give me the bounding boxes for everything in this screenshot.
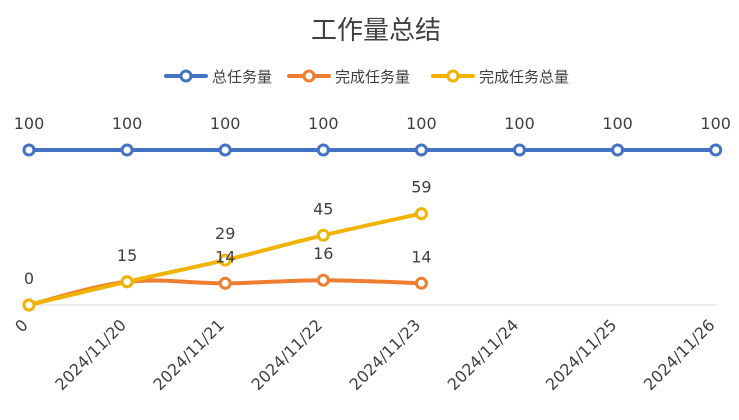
legend-label-2: 完成任务量: [335, 68, 410, 86]
series-1-point-6: [513, 143, 526, 157]
legend: 总任务量 完成任务量 完成任务总量: [164, 68, 569, 86]
data-label-s1-1: 100: [14, 114, 45, 133]
data-label-s3-1: 0: [24, 269, 34, 288]
series-2-point-3: [218, 276, 232, 290]
legend-label-3: 完成任务总量: [479, 68, 569, 86]
series-3-point-5: [414, 207, 428, 221]
x-tick-label-8: 2024/11/26: [640, 315, 719, 394]
series-3-point-4: [316, 228, 330, 242]
data-label-s2-4: 16: [313, 244, 333, 263]
series-1-point-4: [316, 143, 330, 157]
data-label-s3-4: 45: [313, 199, 333, 218]
x-tick-label-6: 2024/11/24: [444, 315, 523, 394]
x-tick-label-4: 2024/11/22: [247, 315, 326, 394]
series-1-point-8: [709, 143, 723, 157]
data-label-s2-5: 14: [411, 247, 431, 266]
series-2-point-5: [414, 276, 428, 290]
data-label-s1-2: 100: [112, 114, 143, 133]
data-label-s3-3: 29: [215, 224, 235, 243]
data-label-s1-6: 100: [504, 114, 535, 133]
series-2-point-4: [316, 273, 330, 287]
data-label-s1-4: 100: [308, 114, 339, 133]
series-3-point-2: [120, 275, 134, 289]
legend-label-1: 总任务量: [212, 68, 272, 86]
data-label-layer: 100 100 100 100 100 100 100 100 14 16 14 0 15 29 45 59: [14, 114, 731, 288]
chart-title: 工作量总结: [311, 16, 441, 46]
series-3-point-3: [218, 253, 232, 267]
x-tick-label-7: 2024/11/25: [542, 315, 621, 394]
data-label-s2-3: 14: [215, 247, 235, 266]
series-3-point-1: [22, 298, 36, 312]
series-1-point-2: [120, 143, 134, 157]
data-label-s1-7: 100: [602, 114, 633, 133]
data-label-s3-5: 59: [411, 178, 431, 197]
x-tick-label-5: 2024/11/23: [346, 315, 425, 394]
series-1-point-7: [611, 143, 625, 157]
data-label-s1-5: 100: [406, 114, 437, 133]
x-tick-label-1: 0: [11, 315, 32, 336]
series-1-point-3: [218, 143, 232, 157]
series-1-point-1: [22, 143, 36, 157]
series-layer: [22, 143, 723, 312]
data-label-s3-2: 15: [117, 246, 137, 265]
data-label-s1-8: 100: [700, 114, 731, 133]
data-label-s1-3: 100: [210, 114, 241, 133]
legend-marker-3: [446, 69, 460, 83]
legend-marker-2: [302, 69, 316, 83]
legend-marker-1: [179, 69, 193, 83]
x-tick-label-3: 2024/11/21: [149, 315, 228, 394]
series-1-point-5: [414, 143, 428, 157]
x-tick-label-2: 2024/11/20: [51, 315, 130, 394]
x-tick-layer: 0 2024/11/20 2024/11/21 2024/11/22 2024/11/2…: [11, 315, 718, 394]
